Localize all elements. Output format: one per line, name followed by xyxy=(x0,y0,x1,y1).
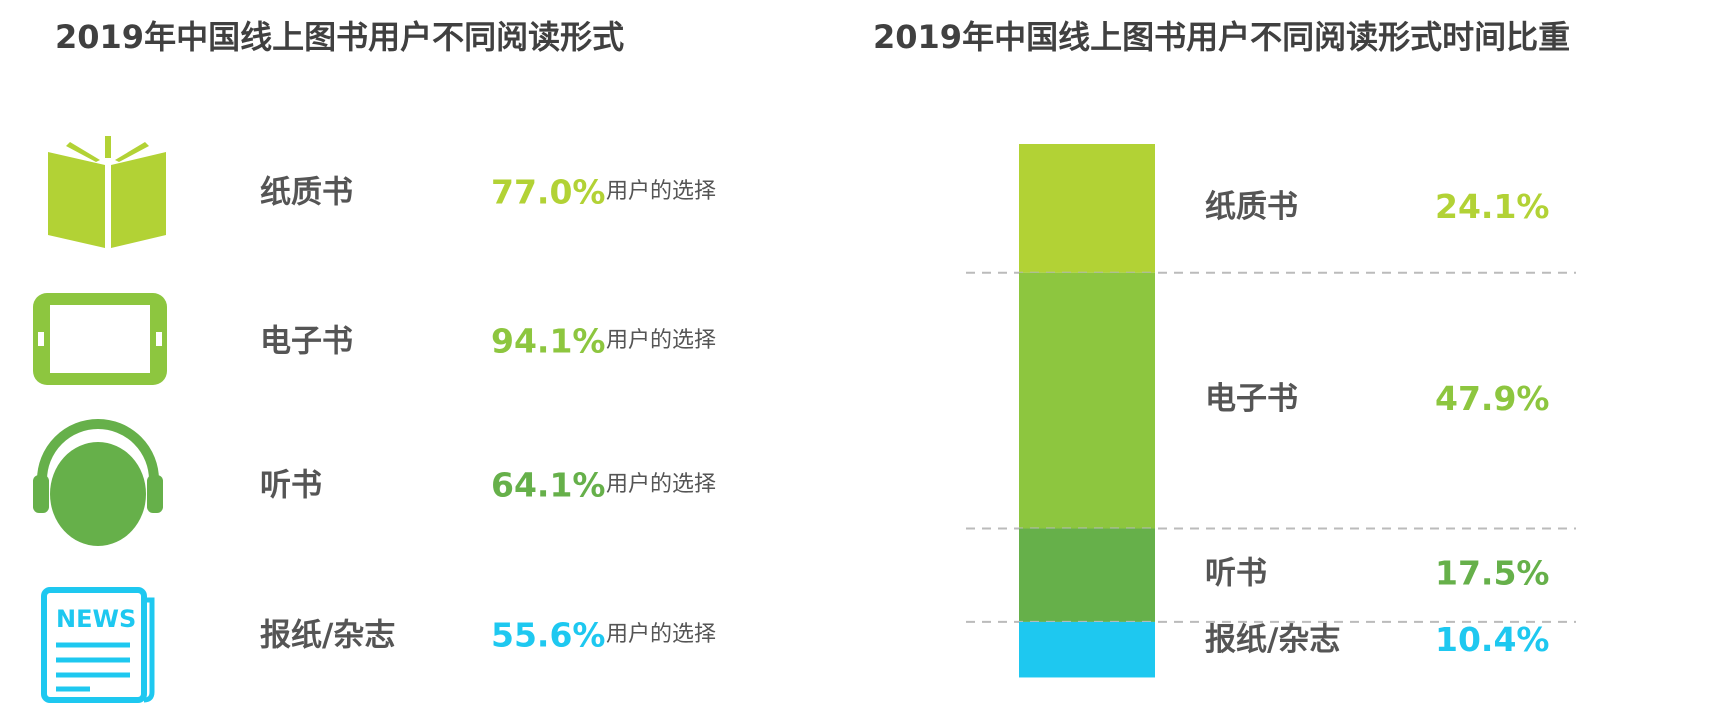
category-label: 纸质书 xyxy=(1205,189,1298,225)
value-label: 17.5% xyxy=(1435,554,1550,593)
value-label: 55.6% xyxy=(491,616,606,655)
value-label: 94.1% xyxy=(491,322,606,361)
value-label: 64.1% xyxy=(491,466,606,505)
note-label: 用户的选择 xyxy=(606,472,716,497)
right-title: 2019年中国线上图书用户不同阅读形式时间比重 xyxy=(873,18,1570,56)
note-label: 用户的选择 xyxy=(606,179,716,204)
value-label: 24.1% xyxy=(1435,187,1550,226)
category-label: 听书 xyxy=(260,468,322,504)
note-label: 用户的选择 xyxy=(606,622,716,647)
category-label: 报纸/杂志 xyxy=(1205,622,1340,658)
value-label: 47.9% xyxy=(1435,379,1550,418)
left-title: 2019年中国线上图书用户不同阅读形式 xyxy=(55,18,624,56)
value-label: 77.0% xyxy=(491,173,606,212)
news-text: NEWS xyxy=(56,605,136,633)
value-label: 10.4% xyxy=(1435,620,1550,659)
category-label: 报纸/杂志 xyxy=(260,618,395,654)
news-icon: NEWS xyxy=(41,587,155,703)
bar-segment xyxy=(1019,272,1155,529)
note-label: 用户的选择 xyxy=(606,328,716,353)
bar-segment xyxy=(1019,528,1155,622)
bar-segment xyxy=(1019,621,1155,678)
headphone-icon xyxy=(33,419,163,546)
bar-segment xyxy=(1019,144,1155,273)
category-label: 电子书 xyxy=(260,324,353,360)
category-label: 电子书 xyxy=(1205,381,1298,417)
book-icon xyxy=(48,136,166,248)
tablet-icon xyxy=(33,293,167,385)
category-label: 听书 xyxy=(1205,556,1267,592)
category-label: 纸质书 xyxy=(260,175,353,211)
